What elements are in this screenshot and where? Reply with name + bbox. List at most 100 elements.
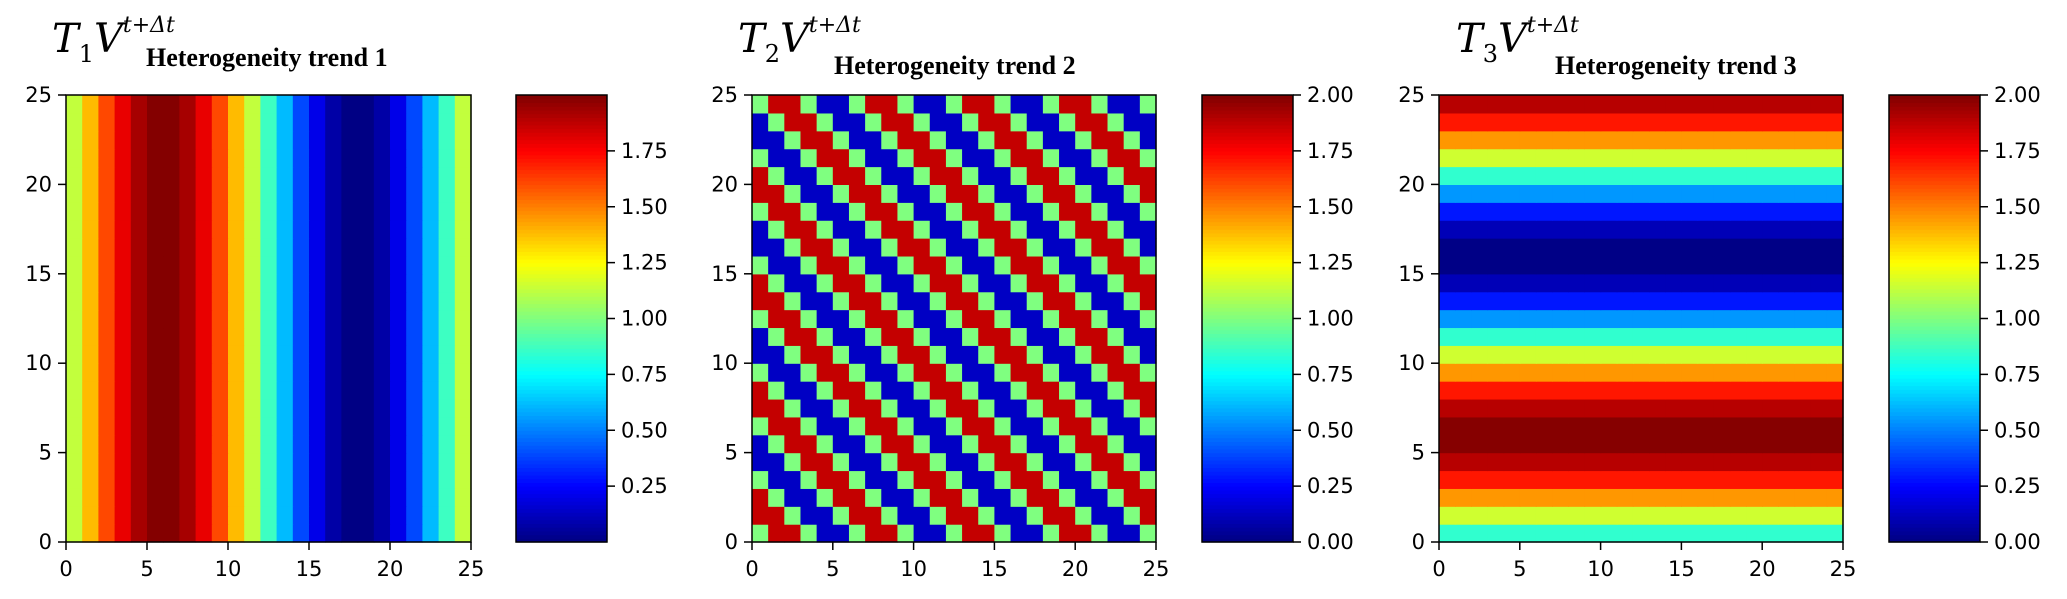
heatmap-cell xyxy=(945,363,963,382)
heatmap-cell xyxy=(1487,345,1505,364)
heatmap-cell xyxy=(1762,148,1779,168)
heatmap-cell xyxy=(752,220,769,239)
heatmap-cell xyxy=(244,238,261,257)
heatmap-cell xyxy=(1568,220,1586,239)
heatmap-cell xyxy=(1123,363,1141,382)
heatmap-cell xyxy=(1026,416,1044,436)
heatmap-cell xyxy=(276,488,294,507)
colorbar-segment xyxy=(1889,340,1980,346)
heatmap-cell xyxy=(1091,166,1109,185)
heatmap-cell xyxy=(276,416,294,436)
heatmap-cell xyxy=(1616,309,1634,329)
heatmap-cell xyxy=(1455,148,1472,168)
heatmap-cell xyxy=(1503,363,1521,382)
heatmap-cell xyxy=(994,220,1012,239)
heatmap-cell xyxy=(1455,363,1472,382)
heatmap-cell xyxy=(1681,470,1699,489)
heatmap-cell xyxy=(945,112,963,132)
colorbar-segment xyxy=(1202,273,1293,279)
heatmap-cell xyxy=(1649,524,1666,543)
heatmap-cell xyxy=(1439,381,1456,400)
heatmap-cell xyxy=(406,345,423,364)
heatmap-cell xyxy=(228,470,245,489)
heatmap-cell xyxy=(1826,148,1844,168)
heatmap-cell xyxy=(994,184,1012,203)
heatmap-cell xyxy=(98,398,116,418)
heatmap-cell xyxy=(1762,345,1779,364)
heatmap-cell xyxy=(1107,434,1125,454)
heatmap-cell xyxy=(1139,345,1157,364)
heatmap-cell xyxy=(147,434,164,454)
heatmap-cell xyxy=(865,291,882,311)
heatmap-cell xyxy=(422,452,440,472)
colorbar-segment xyxy=(1889,489,1980,495)
heatmap-cell xyxy=(848,416,866,436)
heatmap-cell xyxy=(897,130,915,150)
heatmap-cell xyxy=(292,95,310,114)
heatmap-cell xyxy=(179,166,197,185)
heatmap-cell xyxy=(1568,398,1586,418)
heatmap-cell xyxy=(82,470,99,489)
heatmap-cell xyxy=(454,345,472,364)
colorbar-segment xyxy=(1202,270,1293,275)
colorbar-segment xyxy=(516,154,607,159)
heatmap-cell xyxy=(1471,166,1489,185)
heatmap-cell xyxy=(309,434,326,454)
heatmap-cell xyxy=(816,488,834,507)
colorbar-tick-label: 1.75 xyxy=(1307,139,1354,163)
heatmap-cell xyxy=(1487,273,1505,293)
heatmap-cell xyxy=(913,381,931,400)
heatmap-cell xyxy=(406,148,423,168)
y-tick-label: 10 xyxy=(25,351,52,375)
heatmap-cell xyxy=(438,309,456,329)
colorbar-segment xyxy=(1889,303,1980,308)
heatmap-cell xyxy=(406,202,423,221)
heatmap-cell xyxy=(325,238,342,257)
heatmap-cell xyxy=(179,524,197,543)
heatmap-cell xyxy=(1746,327,1763,346)
heatmap-cell xyxy=(292,470,310,489)
heatmap-cell xyxy=(163,345,180,364)
colorbar-segment xyxy=(516,314,607,320)
x-axis: 0 5 10 15 20 25 xyxy=(59,542,484,581)
heatmap-cell xyxy=(454,506,472,525)
colorbar-segment xyxy=(516,311,607,316)
heatmap-cell xyxy=(1471,202,1489,221)
colorbar-segment xyxy=(516,113,607,118)
heatmap-cell xyxy=(454,184,472,203)
heatmap-cell xyxy=(881,95,899,114)
heatmap-cell xyxy=(913,524,931,543)
heatmap-cell xyxy=(1455,345,1472,364)
heatmap-cell xyxy=(800,452,818,472)
heatmap-cell xyxy=(390,470,407,489)
colorbar-segment xyxy=(516,400,607,405)
heatmap-cell xyxy=(1826,309,1844,329)
heatmap-cell xyxy=(390,434,407,454)
heatmap-cell xyxy=(114,166,132,185)
heatmap-cell xyxy=(881,345,899,364)
heatmap-cell xyxy=(373,416,391,436)
heatmap-cell xyxy=(1568,381,1586,400)
heatmap-cell xyxy=(179,220,197,239)
colorbar-segment xyxy=(1889,95,1980,100)
colorbar-segment xyxy=(516,214,607,219)
colorbar-segment xyxy=(516,344,607,349)
colorbar-segment xyxy=(1889,430,1980,435)
heatmap-cell xyxy=(228,130,245,150)
colorbar-segment xyxy=(1202,292,1293,297)
colorbar-segment xyxy=(516,162,607,167)
heatmap-cell xyxy=(357,309,375,329)
heatmap-cell xyxy=(422,398,440,418)
heatmap-cell xyxy=(1091,184,1109,203)
heatmap-cell xyxy=(945,184,963,203)
heatmap-cell xyxy=(1026,488,1044,507)
heatmap-cell xyxy=(816,327,834,346)
heatmap-cell xyxy=(913,434,931,454)
heatmap-cell xyxy=(1713,524,1731,543)
heatmap-cell xyxy=(1123,524,1141,543)
heatmap-cell xyxy=(752,452,769,472)
heatmap-cell xyxy=(1535,506,1553,525)
colorbar-tick-label: 0.75 xyxy=(621,362,668,386)
heatmap-cell xyxy=(929,112,947,132)
heatmap-cell xyxy=(260,452,278,472)
